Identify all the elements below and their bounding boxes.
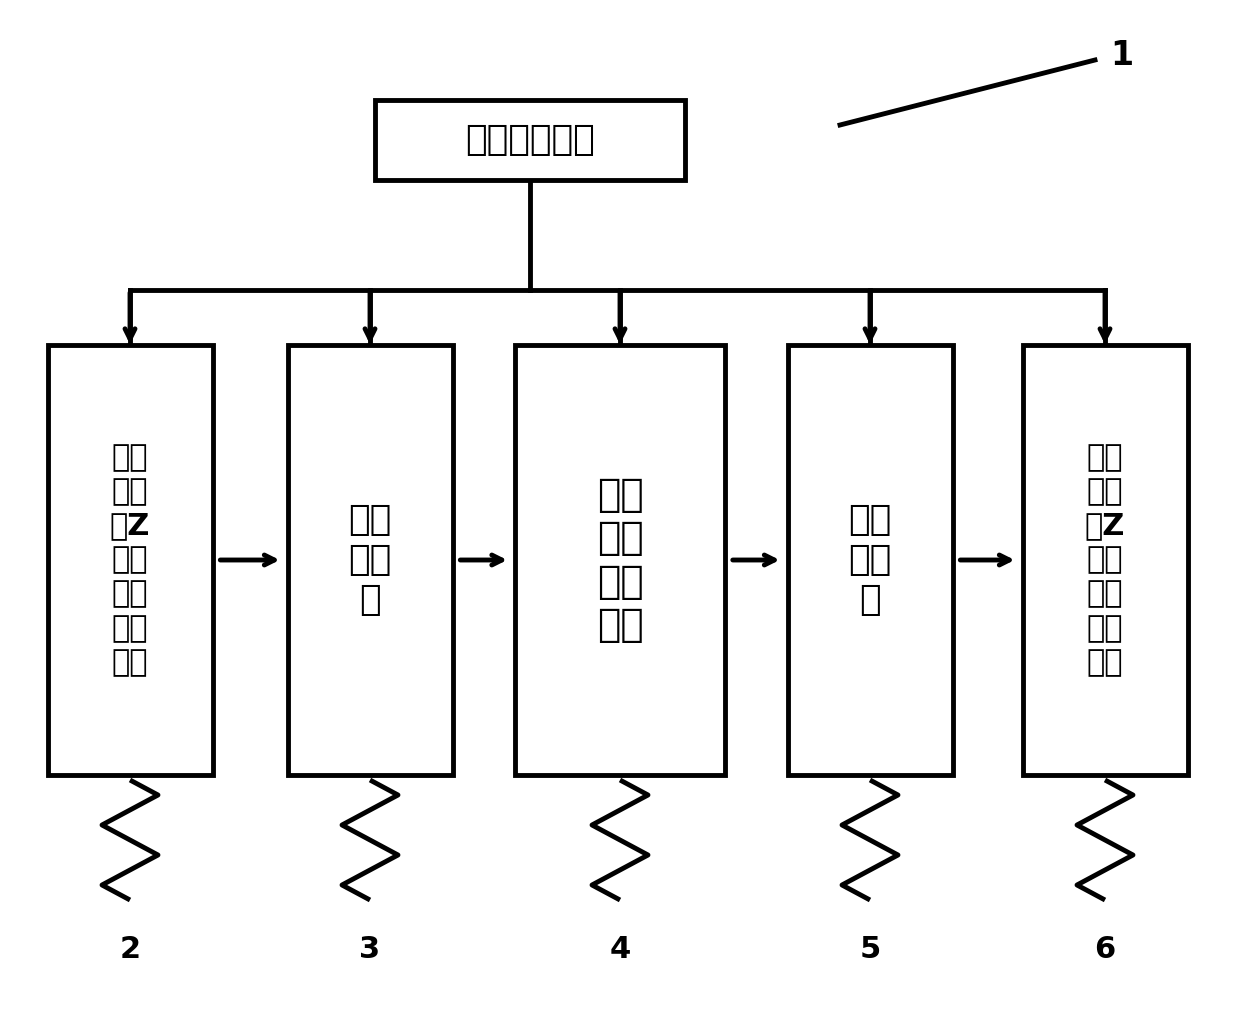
Text: 对数: 对数 — [1086, 614, 1123, 642]
Text: 转换: 转换 — [348, 543, 392, 577]
Text: 互补: 互补 — [112, 546, 149, 574]
Text: 产生: 产生 — [596, 563, 644, 601]
Text: 1: 1 — [1110, 39, 1133, 71]
Text: 互补: 互补 — [1086, 546, 1123, 574]
Text: 转换: 转换 — [848, 543, 892, 577]
Text: 相Z: 相Z — [1085, 511, 1125, 541]
Text: 4: 4 — [609, 935, 631, 964]
Text: 2: 2 — [119, 935, 140, 964]
Text: 非周: 非周 — [1086, 443, 1123, 472]
Text: 并串: 并串 — [848, 503, 892, 536]
Text: 3: 3 — [360, 935, 381, 964]
Bar — [374, 100, 684, 180]
Text: 期四: 期四 — [1086, 477, 1123, 506]
Text: 5: 5 — [859, 935, 880, 964]
Text: 器: 器 — [859, 583, 880, 617]
Bar — [1023, 345, 1188, 775]
Text: 序列: 序列 — [112, 579, 149, 609]
Text: 非周: 非周 — [112, 443, 149, 472]
Bar — [47, 345, 212, 775]
Text: 据库: 据库 — [112, 647, 149, 677]
Text: 据库: 据库 — [1086, 647, 1123, 677]
Bar — [515, 345, 725, 775]
Text: 期二: 期二 — [112, 477, 149, 506]
Text: 四相: 四相 — [596, 475, 644, 514]
Bar — [288, 345, 453, 775]
Text: 串并: 串并 — [348, 503, 392, 536]
Text: 对数: 对数 — [112, 614, 149, 642]
Text: 时序控制电路: 时序控制电路 — [465, 123, 595, 157]
Text: 6: 6 — [1095, 935, 1116, 964]
Bar — [787, 345, 952, 775]
Text: 元Z: 元Z — [110, 511, 150, 541]
Text: 器: 器 — [360, 583, 381, 617]
Text: 序列: 序列 — [1086, 579, 1123, 609]
Text: 电路: 电路 — [596, 606, 644, 644]
Text: 符号: 符号 — [596, 519, 644, 557]
